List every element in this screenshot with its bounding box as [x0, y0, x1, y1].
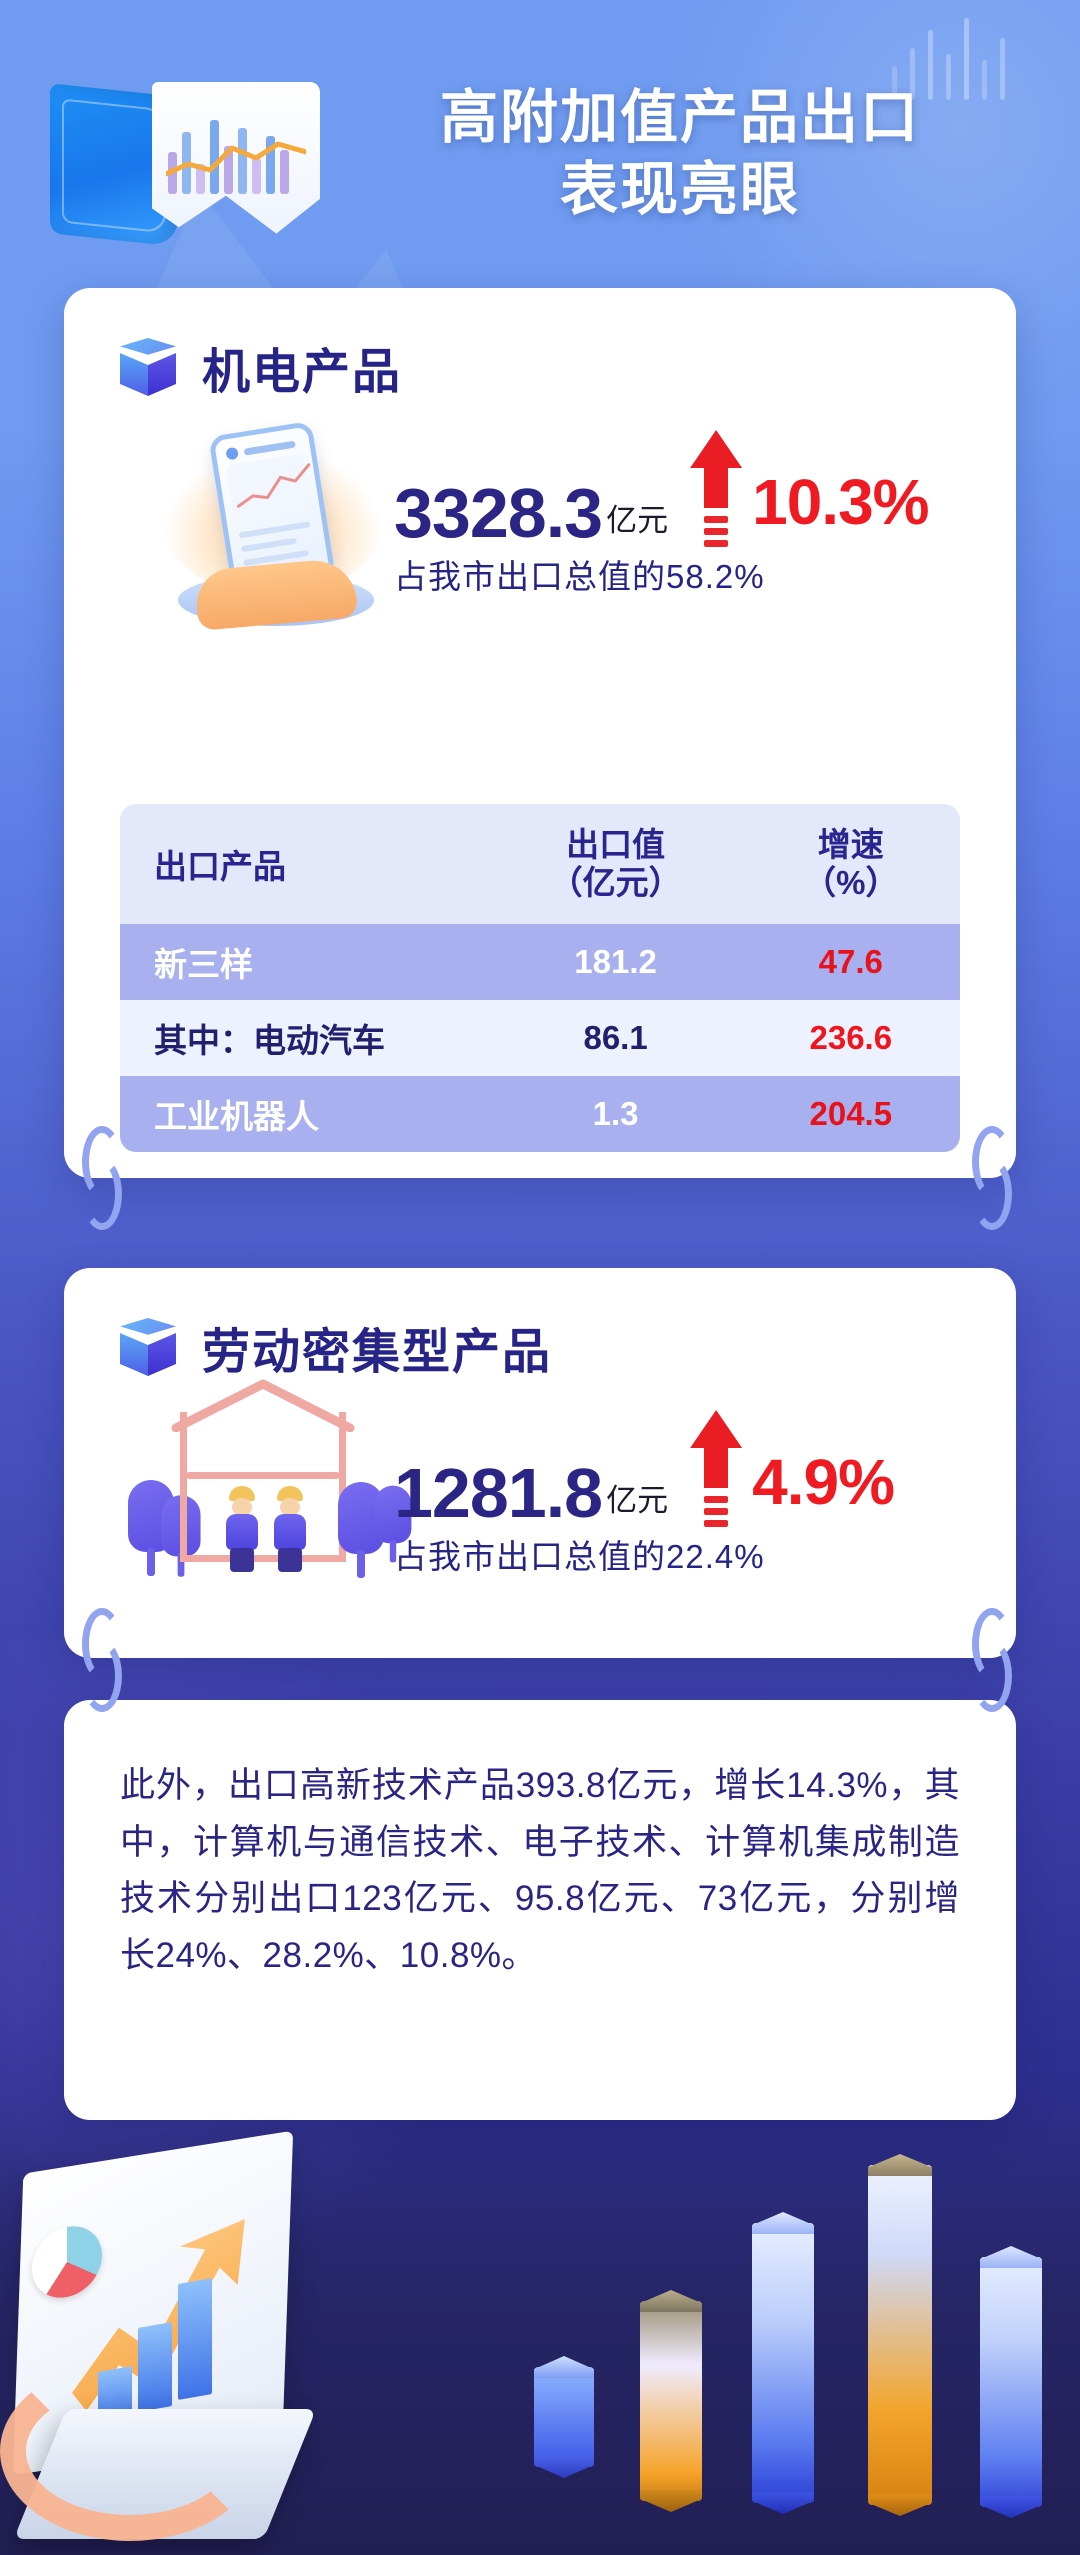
mechanical-value: 3328.3 [394, 474, 603, 552]
labor-value: 1281.8 [394, 1454, 603, 1532]
card-labor-figures: 1281.8 亿元 4.9% 占我市出口总值的22.4% [394, 1408, 994, 1578]
mechanical-export-table: 出口产品 出口值 （亿元） 增速 （%） 新三样 181.2 47.6 其中：电… [120, 804, 960, 1152]
card-labor-intensive-products[interactable]: 劳动密集型产品 1281.8 亿元 [64, 1268, 1016, 1658]
mechanical-unit: 亿元 [606, 503, 669, 538]
card-note[interactable]: 此外，出口高新技术产品393.8亿元，增长14.3%，其中，计算机与通信技术、电… [64, 1700, 1016, 2120]
card-mechanical-figures: 3328.3 亿元 10.3% 占我市出口总值的58.2% [394, 428, 994, 598]
crystal-bar-2 [640, 2290, 702, 2512]
column-header-product: 出口产品 [154, 848, 286, 885]
binder-clip-left [82, 1126, 122, 1230]
binder-clip-right [972, 1126, 1012, 1230]
house-workers-icon [124, 1379, 424, 1588]
card-mechanical-products[interactable]: 机电产品 [64, 288, 1016, 1178]
mechanical-growth: 10.3% [752, 466, 929, 538]
card-mechanical-header: 机电产品 [64, 288, 1016, 402]
card-mechanical-stats: 3328.3 亿元 10.3% 占我市出口总值的58.2% [64, 402, 1016, 672]
table-row: 工业机器人 1.3 204.5 [120, 1076, 960, 1152]
cube-icon [120, 338, 176, 396]
note-paragraph: 此外，出口高新技术产品393.8亿元，增长14.3%，其中，计算机与通信技术、电… [120, 1766, 960, 1976]
table-header-row: 出口产品 出口值 （亿元） 增速 （%） [120, 804, 960, 924]
page-title-line2: 表现亮眼 [559, 156, 800, 222]
phone-in-hand-icon [144, 420, 404, 631]
card-mechanical-title: 机电产品 [202, 346, 403, 399]
page-title-line1: 高附加值产品出口 [439, 85, 920, 150]
binder-clip-right [972, 1608, 1012, 1712]
laptop-growth-chart-icon [0, 2125, 1080, 2555]
card-labor-header: 劳动密集型产品 [64, 1268, 1016, 1382]
page-header: 高附加值产品出口 表现亮眼 [0, 0, 1080, 300]
labor-unit: 亿元 [606, 1483, 669, 1518]
up-arrow-icon [684, 430, 748, 548]
page-title: 高附加值产品出口 表现亮眼 [330, 82, 1030, 226]
table-row: 其中：电动汽车 86.1 236.6 [120, 1000, 960, 1076]
crystal-bar-3 [752, 2212, 814, 2514]
table-row: 新三样 181.2 47.6 [120, 924, 960, 1000]
decorative-tick-marks [892, 10, 1032, 100]
labor-growth: 4.9% [752, 1446, 895, 1518]
binder-clip-left [82, 1608, 122, 1712]
card-labor-stats: 1281.8 亿元 4.9% 占我市出口总值的22.4% [64, 1379, 1016, 1632]
crystal-bar-4 [868, 2154, 932, 2516]
column-header-growth: 增速 （%） [803, 825, 899, 901]
book-chart-icon [40, 78, 340, 258]
crystal-bar-5 [980, 2246, 1042, 2518]
mechanical-share-line: 占我市出口总值的58.2% [394, 558, 765, 595]
cube-icon [120, 1318, 176, 1376]
card-labor-title: 劳动密集型产品 [202, 1326, 553, 1379]
up-arrow-icon [684, 1410, 748, 1528]
column-header-value: 出口值 （亿元） [549, 825, 682, 901]
labor-share-line: 占我市出口总值的22.4% [394, 1538, 765, 1575]
crystal-bar-1 [534, 2356, 594, 2478]
